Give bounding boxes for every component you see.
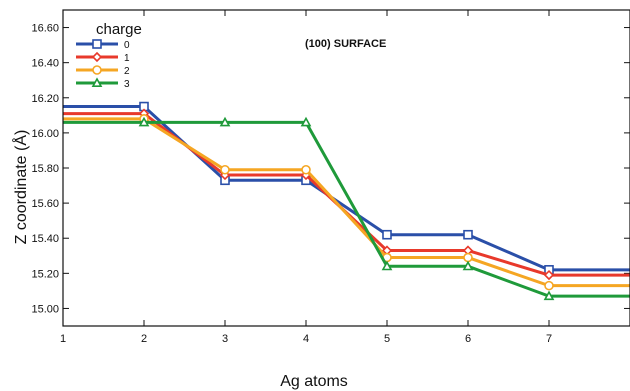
y-tick-label: 15.00: [31, 303, 59, 315]
circle-marker: [92, 65, 102, 75]
series-line: [63, 120, 630, 298]
legend-label: 0: [124, 40, 130, 51]
x-tick-label: 3: [222, 333, 228, 345]
y-tick-label: 16.40: [31, 58, 59, 70]
diamond-marker: [91, 51, 103, 63]
legend-title: charge: [96, 21, 142, 38]
y-tick-label: 15.20: [31, 268, 59, 280]
surface-annotation: (100) SURFACE: [305, 38, 386, 50]
series-line: [63, 105, 630, 272]
plot-frame: [62, 9, 630, 327]
y-axis-ticks: 15.00 15.20 15.40 15.60 15.80 16.00 16.20 16.40…: [31, 23, 630, 315]
series-line: [63, 117, 630, 288]
y-tick-label: 15.40: [31, 233, 59, 245]
triangle-marker: [91, 77, 103, 87]
y-tick-label: 15.80: [31, 163, 59, 175]
triangle-marker: [462, 260, 474, 271]
circle-marker: [220, 164, 230, 175]
x-tick-label: 5: [384, 333, 390, 345]
y-tick-label: 16.20: [31, 93, 59, 105]
legend-label: 1: [124, 53, 130, 64]
triangle-marker: [219, 116, 231, 127]
series-0: [63, 101, 630, 275]
x-axis-ticks: 1 2 3 4 5 6 7: [60, 10, 552, 345]
x-tick-label: 1: [60, 333, 66, 345]
square-marker: [92, 39, 102, 49]
y-tick-label: 16.60: [31, 23, 59, 35]
legend-label: 2: [124, 66, 130, 77]
circle-marker: [301, 164, 311, 175]
legend-label: 3: [124, 79, 130, 90]
x-tick-label: 7: [546, 333, 552, 345]
series-3: [63, 116, 630, 301]
y-axis-title: Z coordinate (Å): [11, 130, 30, 245]
diamond-marker: [543, 269, 555, 281]
y-tick-label: 16.00: [31, 128, 59, 140]
y-tick-label: 15.60: [31, 198, 59, 210]
series-layer: [63, 101, 630, 301]
series-2: [63, 114, 630, 291]
x-tick-label: 4: [303, 333, 309, 345]
square-marker: [463, 229, 473, 240]
legend: charge 0 1 2 3: [76, 21, 142, 90]
triangle-marker: [381, 260, 393, 271]
x-tick-label: 2: [141, 333, 147, 345]
triangle-marker: [543, 290, 555, 301]
triangle-marker: [300, 116, 312, 127]
triangle-marker: [138, 116, 150, 127]
square-marker: [382, 229, 392, 240]
circle-marker: [463, 252, 473, 263]
x-axis-title: Ag atoms: [280, 373, 348, 390]
x-tick-label: 6: [465, 333, 471, 345]
circle-marker: [544, 280, 554, 291]
